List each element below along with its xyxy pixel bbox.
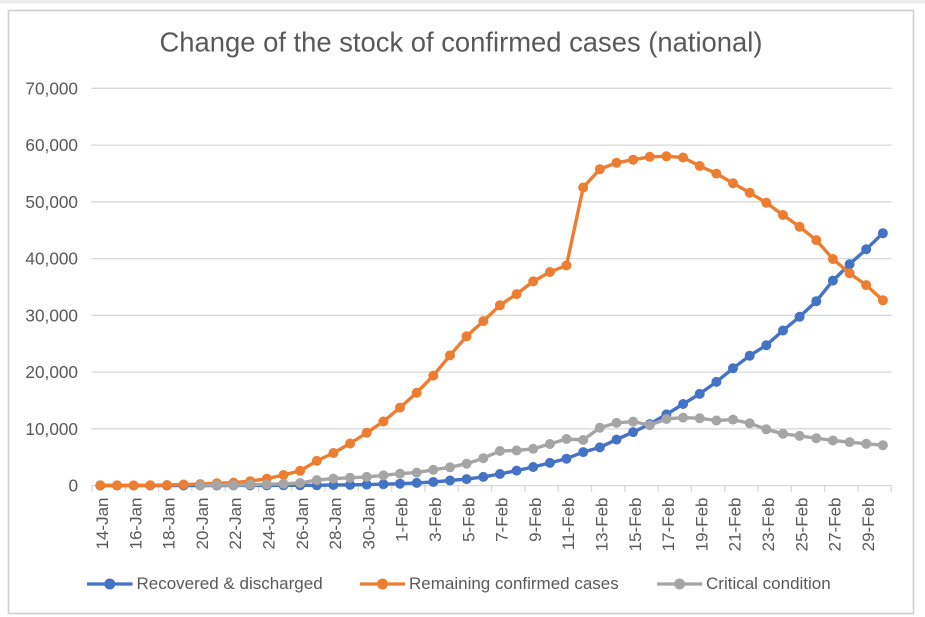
svg-text:3-Feb: 3-Feb: [426, 498, 445, 542]
svg-text:17-Feb: 17-Feb: [659, 498, 678, 552]
svg-text:50,000: 50,000: [25, 192, 78, 212]
svg-text:Critical condition: Critical condition: [706, 574, 831, 593]
svg-text:19-Feb: 19-Feb: [692, 498, 711, 552]
svg-text:9-Feb: 9-Feb: [526, 498, 545, 542]
svg-text:Remaining confirmed cases: Remaining confirmed cases: [409, 574, 619, 593]
svg-text:23-Feb: 23-Feb: [759, 498, 778, 552]
svg-text:1-Feb: 1-Feb: [393, 498, 412, 542]
svg-text:40,000: 40,000: [25, 249, 78, 269]
svg-text:60,000: 60,000: [25, 135, 78, 155]
svg-text:20,000: 20,000: [25, 362, 78, 382]
svg-text:Change of the stock of confirm: Change of the stock of confirmed cases (…: [160, 27, 763, 58]
svg-text:13-Feb: 13-Feb: [593, 498, 612, 552]
svg-text:28-Jan: 28-Jan: [326, 498, 345, 550]
svg-text:Recovered & discharged: Recovered & discharged: [137, 574, 323, 593]
svg-text:70,000: 70,000: [25, 78, 78, 98]
svg-text:26-Jan: 26-Jan: [293, 498, 312, 550]
svg-text:24-Jan: 24-Jan: [260, 498, 279, 550]
svg-text:16-Jan: 16-Jan: [126, 498, 145, 550]
svg-text:25-Feb: 25-Feb: [792, 498, 811, 552]
svg-text:14-Jan: 14-Jan: [93, 498, 112, 550]
svg-text:21-Feb: 21-Feb: [726, 498, 745, 552]
svg-text:11-Feb: 11-Feb: [559, 498, 578, 551]
svg-text:22-Jan: 22-Jan: [226, 498, 245, 550]
svg-text:20-Jan: 20-Jan: [193, 498, 212, 550]
svg-text:5-Feb: 5-Feb: [459, 498, 478, 542]
svg-text:18-Jan: 18-Jan: [160, 498, 179, 550]
svg-text:7-Feb: 7-Feb: [493, 497, 512, 541]
svg-text:10,000: 10,000: [25, 419, 78, 439]
svg-text:30-Jan: 30-Jan: [359, 498, 378, 550]
svg-text:27-Feb: 27-Feb: [826, 498, 845, 552]
svg-text:30,000: 30,000: [25, 305, 78, 325]
svg-text:29-Feb: 29-Feb: [859, 498, 878, 552]
svg-text:15-Feb: 15-Feb: [626, 498, 645, 552]
svg-text:0: 0: [68, 476, 78, 496]
